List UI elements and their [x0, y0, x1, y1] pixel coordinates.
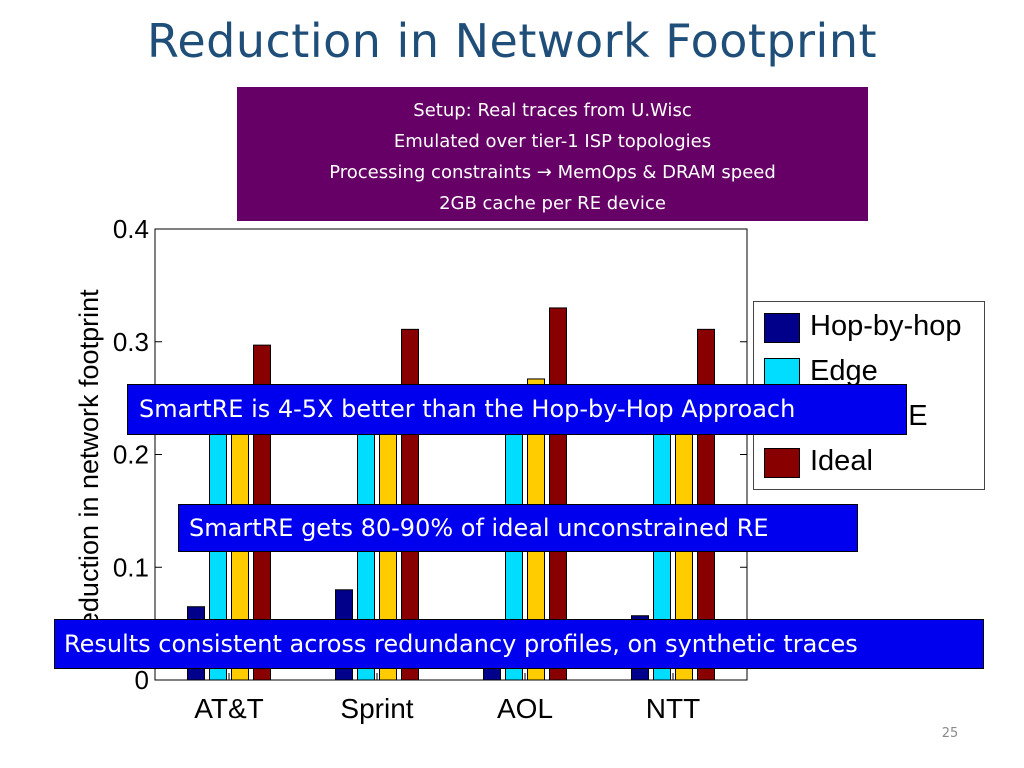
- x-tick-label: NTT: [646, 693, 700, 724]
- x-tick-label: Sprint: [340, 693, 413, 724]
- legend-swatch: [764, 313, 800, 343]
- setup-line: Emulated over tier-1 ISP topologies: [393, 131, 712, 152]
- legend-item: Hop-by-hop: [764, 310, 979, 350]
- callout-smartre-vs-hop-by-hop: SmartRE is 4-5X better than the Hop-by-H…: [127, 384, 907, 435]
- x-tick-label: AOL: [497, 693, 553, 724]
- page-number: 25: [941, 726, 959, 741]
- setup-box: Setup: Real traces from U.Wisc Emulated …: [237, 87, 868, 221]
- legend-label: Ideal: [810, 445, 873, 477]
- legend-item: Edge: [764, 355, 979, 395]
- slide-title: Reduction in Network Footprint: [146, 14, 878, 68]
- y-tick-label: 0.4: [113, 214, 149, 244]
- y-tick-label: 0.1: [113, 552, 149, 582]
- setup-line: Processing constraints → MemOps & DRAM s…: [329, 162, 776, 183]
- legend-swatch: [764, 448, 800, 478]
- legend-label: Hop-by-hop: [810, 310, 962, 342]
- legend-item: Ideal: [764, 445, 979, 485]
- setup-line: Setup: Real traces from U.Wisc: [413, 100, 692, 121]
- callout-results-consistent: Results consistent across redundancy pro…: [54, 619, 984, 669]
- setup-line: 2GB cache per RE device: [439, 193, 666, 214]
- x-tick-label: AT&T: [194, 693, 263, 724]
- y-tick-label: 0.3: [113, 327, 149, 357]
- legend-label: Edge: [810, 355, 878, 387]
- y-tick-label: 0: [135, 665, 149, 695]
- y-axis-label: Reduction in network footprint: [74, 289, 104, 647]
- y-tick-label: 0.2: [113, 440, 149, 470]
- callout-smartre-vs-ideal: SmartRE gets 80-90% of ideal unconstrain…: [178, 504, 858, 552]
